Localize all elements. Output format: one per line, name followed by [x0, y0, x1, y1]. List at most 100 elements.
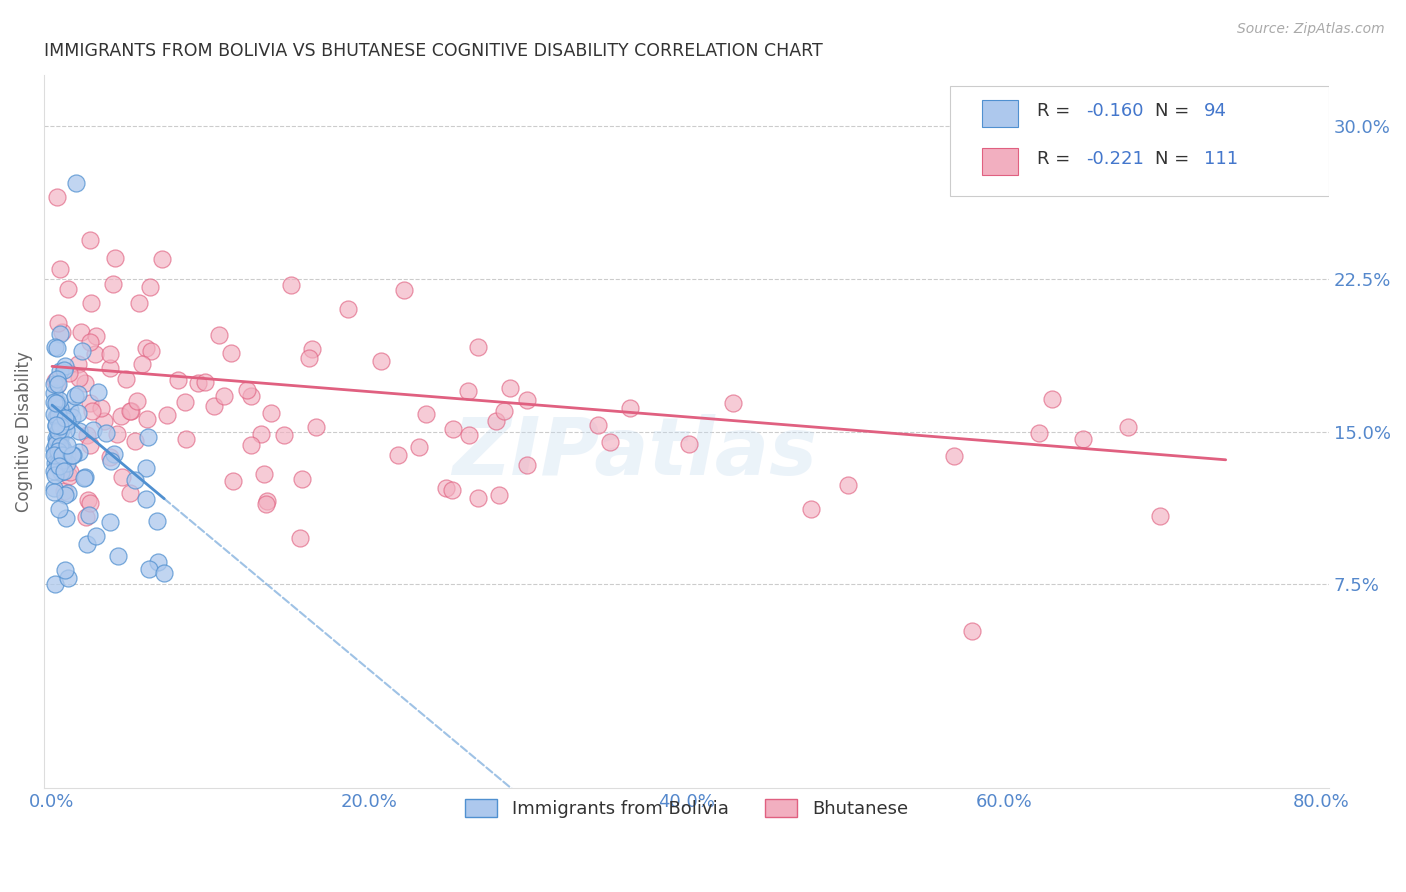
Point [53, 363, 76, 377]
Point [458, 428, 481, 442]
Point [240, 437, 263, 451]
Point [46, 372, 69, 386]
Point [49, 431, 72, 445]
Point [494, 404, 516, 418]
Point [58, 469, 80, 483]
Point [586, 418, 609, 433]
Point [1040, 392, 1063, 406]
Point [46, 446, 69, 460]
Point [440, 483, 463, 497]
Point [467, 491, 489, 506]
Point [69, 325, 91, 339]
Point [67, 371, 90, 385]
Point [76, 493, 98, 508]
Point [118, 486, 141, 500]
Point [148, 555, 170, 569]
Point [250, 427, 273, 442]
Point [46, 316, 69, 330]
Text: N =: N = [1156, 150, 1195, 168]
Point [138, 562, 160, 576]
Point [76, 537, 98, 551]
Point [42, 377, 65, 392]
Point [82, 423, 104, 437]
Point [139, 280, 162, 294]
Point [291, 472, 314, 486]
Point [337, 302, 360, 317]
Point [305, 420, 328, 434]
Point [153, 566, 176, 580]
Point [48, 415, 70, 429]
Point [441, 422, 464, 436]
Y-axis label: Cognitive Disability: Cognitive Disability [15, 351, 32, 512]
Point [56, 413, 79, 427]
Point [208, 327, 231, 342]
Point [76, 428, 98, 442]
Point [48, 392, 70, 407]
Point [394, 283, 416, 297]
Point [105, 427, 128, 442]
Point [45, 410, 67, 425]
Point [174, 433, 197, 447]
Point [301, 342, 323, 356]
Text: IMMIGRANTS FROM BOLIVIA VS BHUTANESE COGNITIVE DISABILITY CORRELATION CHART: IMMIGRANTS FROM BOLIVIA VS BHUTANESE COG… [44, 42, 823, 60]
Point [46, 408, 69, 422]
Point [52, 484, 75, 499]
Point [70, 343, 93, 358]
Point [79, 334, 101, 349]
FancyBboxPatch shape [950, 86, 1329, 196]
Text: N =: N = [1156, 102, 1195, 120]
Text: -0.160: -0.160 [1085, 102, 1143, 120]
Point [1071, 433, 1094, 447]
Point [194, 375, 217, 389]
Point [53, 359, 76, 373]
Point [98, 450, 121, 464]
Point [93, 415, 115, 429]
Point [48, 424, 70, 438]
Point [75, 469, 97, 483]
Point [45, 418, 67, 433]
Point [67, 424, 90, 438]
Point [516, 458, 538, 472]
Point [53, 563, 76, 577]
Text: R =: R = [1038, 150, 1076, 168]
Point [139, 344, 162, 359]
Point [516, 392, 538, 407]
Point [101, 277, 124, 291]
Point [65, 176, 87, 190]
Point [415, 407, 437, 421]
Point [49, 465, 72, 479]
Point [280, 277, 302, 292]
Point [1149, 509, 1171, 524]
Text: Source: ZipAtlas.com: Source: ZipAtlas.com [1237, 22, 1385, 37]
Point [79, 496, 101, 510]
Point [63, 389, 86, 403]
Point [90, 401, 112, 415]
Point [42, 481, 65, 495]
Text: 94: 94 [1204, 102, 1227, 120]
Point [46, 443, 69, 458]
Point [256, 494, 278, 508]
Point [943, 450, 966, 464]
Point [42, 385, 65, 400]
Point [253, 467, 276, 482]
Point [55, 423, 77, 437]
Point [56, 282, 79, 296]
Point [678, 437, 700, 451]
Point [111, 470, 134, 484]
Point [53, 410, 76, 425]
Point [52, 453, 75, 467]
Point [44, 375, 66, 389]
Point [58, 366, 80, 380]
Point [128, 296, 150, 310]
Point [457, 384, 479, 398]
Point [156, 408, 179, 422]
Point [73, 470, 96, 484]
Point [46, 424, 69, 438]
Point [56, 456, 79, 470]
Point [48, 409, 70, 423]
Point [77, 508, 100, 523]
Point [837, 478, 859, 492]
Point [107, 549, 129, 563]
Point [42, 407, 65, 421]
Point [62, 448, 84, 462]
